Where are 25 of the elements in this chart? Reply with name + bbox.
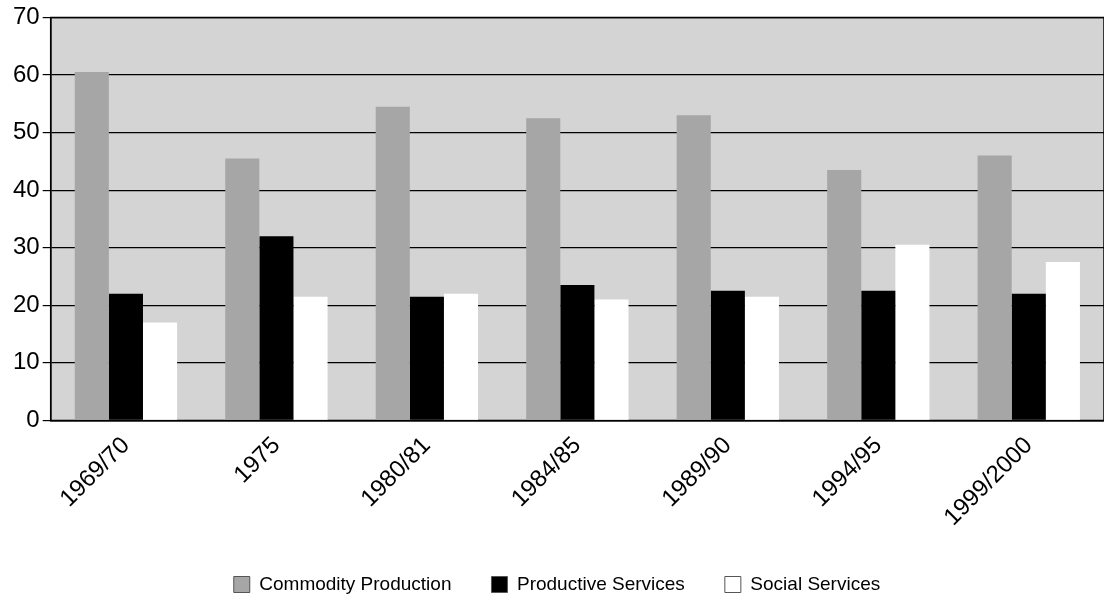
y-tick-label: 30 xyxy=(12,232,40,260)
bar xyxy=(74,72,109,420)
y-tick-label: 20 xyxy=(12,289,40,317)
y-tick-label: 60 xyxy=(12,59,40,87)
legend-label: Productive Services xyxy=(516,572,685,594)
bar xyxy=(526,118,561,420)
bar xyxy=(142,322,178,420)
bar xyxy=(1045,262,1080,420)
bar xyxy=(744,296,779,420)
bar xyxy=(225,158,260,420)
legend-label: Commodity Production xyxy=(259,572,452,594)
y-tick-label: 70 xyxy=(12,2,40,30)
bar xyxy=(827,169,862,420)
bar xyxy=(293,296,328,420)
y-tick-label: 50 xyxy=(12,117,40,145)
legend-label: Social Services xyxy=(750,572,881,594)
bar xyxy=(895,244,930,420)
bar xyxy=(594,299,629,420)
y-tick-label: 40 xyxy=(12,174,40,202)
y-tick-label: 10 xyxy=(12,347,40,375)
bar xyxy=(977,155,1012,420)
bar xyxy=(676,115,711,420)
y-tick-label: 0 xyxy=(26,405,40,433)
bar xyxy=(375,106,410,420)
bar xyxy=(443,293,479,420)
